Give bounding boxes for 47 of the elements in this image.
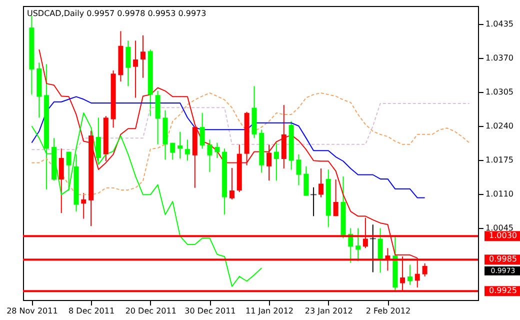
candlestick <box>81 192 86 220</box>
y-tick-label: 1.0175 <box>486 156 514 165</box>
candlestick <box>333 178 338 217</box>
candlestick <box>370 224 376 273</box>
y-tick-label: 1.0110 <box>486 190 514 199</box>
candlestick <box>229 167 234 200</box>
x-tick-label: 2 Feb 2012 <box>366 306 411 316</box>
x-tick-label: 11 Jan 2012 <box>246 306 294 316</box>
candlestick <box>66 151 72 191</box>
chart-title: USDCAD,Daily 0.9957 0.9978 0.9953 0.9973 <box>27 9 206 18</box>
candlestick <box>126 40 131 87</box>
candlestick <box>155 90 160 145</box>
candlestick <box>207 139 212 173</box>
y-tick-label: 1.0305 <box>486 87 514 96</box>
x-tick-label: 20 Dec 2011 <box>125 306 176 316</box>
x-tick-label: 30 Dec 2011 <box>184 306 236 316</box>
y-tick-label: 1.0240 <box>486 122 514 131</box>
candlestick <box>58 148 64 214</box>
line-series <box>31 92 470 196</box>
candlestick <box>318 168 324 198</box>
candlestick <box>296 154 302 186</box>
candlestick <box>356 228 361 262</box>
ref-line-label: 1.0030 <box>489 231 517 240</box>
x-tick-label: 8 Dec 2011 <box>68 306 115 316</box>
candlestick <box>170 142 176 160</box>
candlestick <box>274 142 279 182</box>
candlestick <box>378 228 383 274</box>
candlestick <box>304 166 309 196</box>
x-tick-label: 28 Nov 2011 <box>6 306 58 316</box>
ref-line-label: 0.9925 <box>489 286 517 296</box>
candlestick <box>184 139 190 162</box>
candlestick <box>133 40 138 98</box>
candlestick <box>214 142 220 158</box>
candlestick <box>140 34 146 78</box>
ref-line-label: 0.9985 <box>489 254 517 264</box>
y-tick-label: 1.0435 <box>486 19 514 28</box>
y-tick-label: 1.0045 <box>486 224 514 233</box>
line-series <box>31 96 426 198</box>
candlestick <box>266 144 272 182</box>
candlestick <box>422 262 428 277</box>
candlestick <box>200 112 205 150</box>
candlestick <box>407 264 412 286</box>
candlestick <box>96 117 101 162</box>
candlestick <box>310 186 317 217</box>
y-tick-label: 1.0370 <box>486 53 514 62</box>
candlestick <box>178 131 183 160</box>
x-tick-label: 23 Jan 2012 <box>304 306 353 316</box>
